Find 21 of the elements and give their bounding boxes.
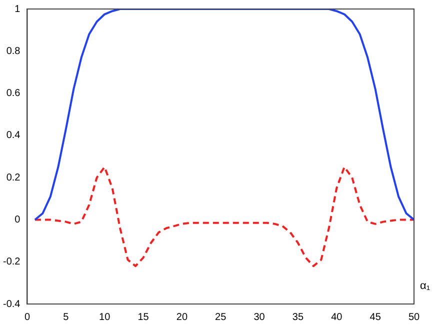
x-tick-label: 15 — [138, 312, 150, 323]
x-tick-label: 0 — [24, 312, 30, 323]
x-tick-label: 45 — [370, 312, 382, 323]
y-tick-label: -0.2 — [2, 256, 21, 268]
y-tick-label: 0.2 — [6, 172, 21, 184]
x-axis-title: α₁ — [420, 280, 430, 292]
x-tick-label: 25 — [215, 312, 227, 323]
x-tick-label: 40 — [331, 312, 343, 323]
y-tick-label: 0.4 — [6, 130, 21, 142]
y-tick-label: -0.4 — [2, 298, 21, 310]
x-tick-label: 5 — [63, 312, 70, 323]
y-tick-label: 0.8 — [6, 46, 21, 57]
x-tick-label: 50 — [408, 312, 420, 323]
x-tick-label: 30 — [254, 312, 266, 323]
y-tick-label: 0 — [14, 214, 21, 226]
x-tick-label: 20 — [176, 312, 188, 323]
x-tick-label: 10 — [99, 312, 111, 323]
y-tick-label: 1 — [14, 4, 21, 15]
x-tick-label: 35 — [292, 312, 304, 323]
y-tick-label: 0.6 — [6, 88, 21, 100]
line-series — [34, 166, 414, 268]
